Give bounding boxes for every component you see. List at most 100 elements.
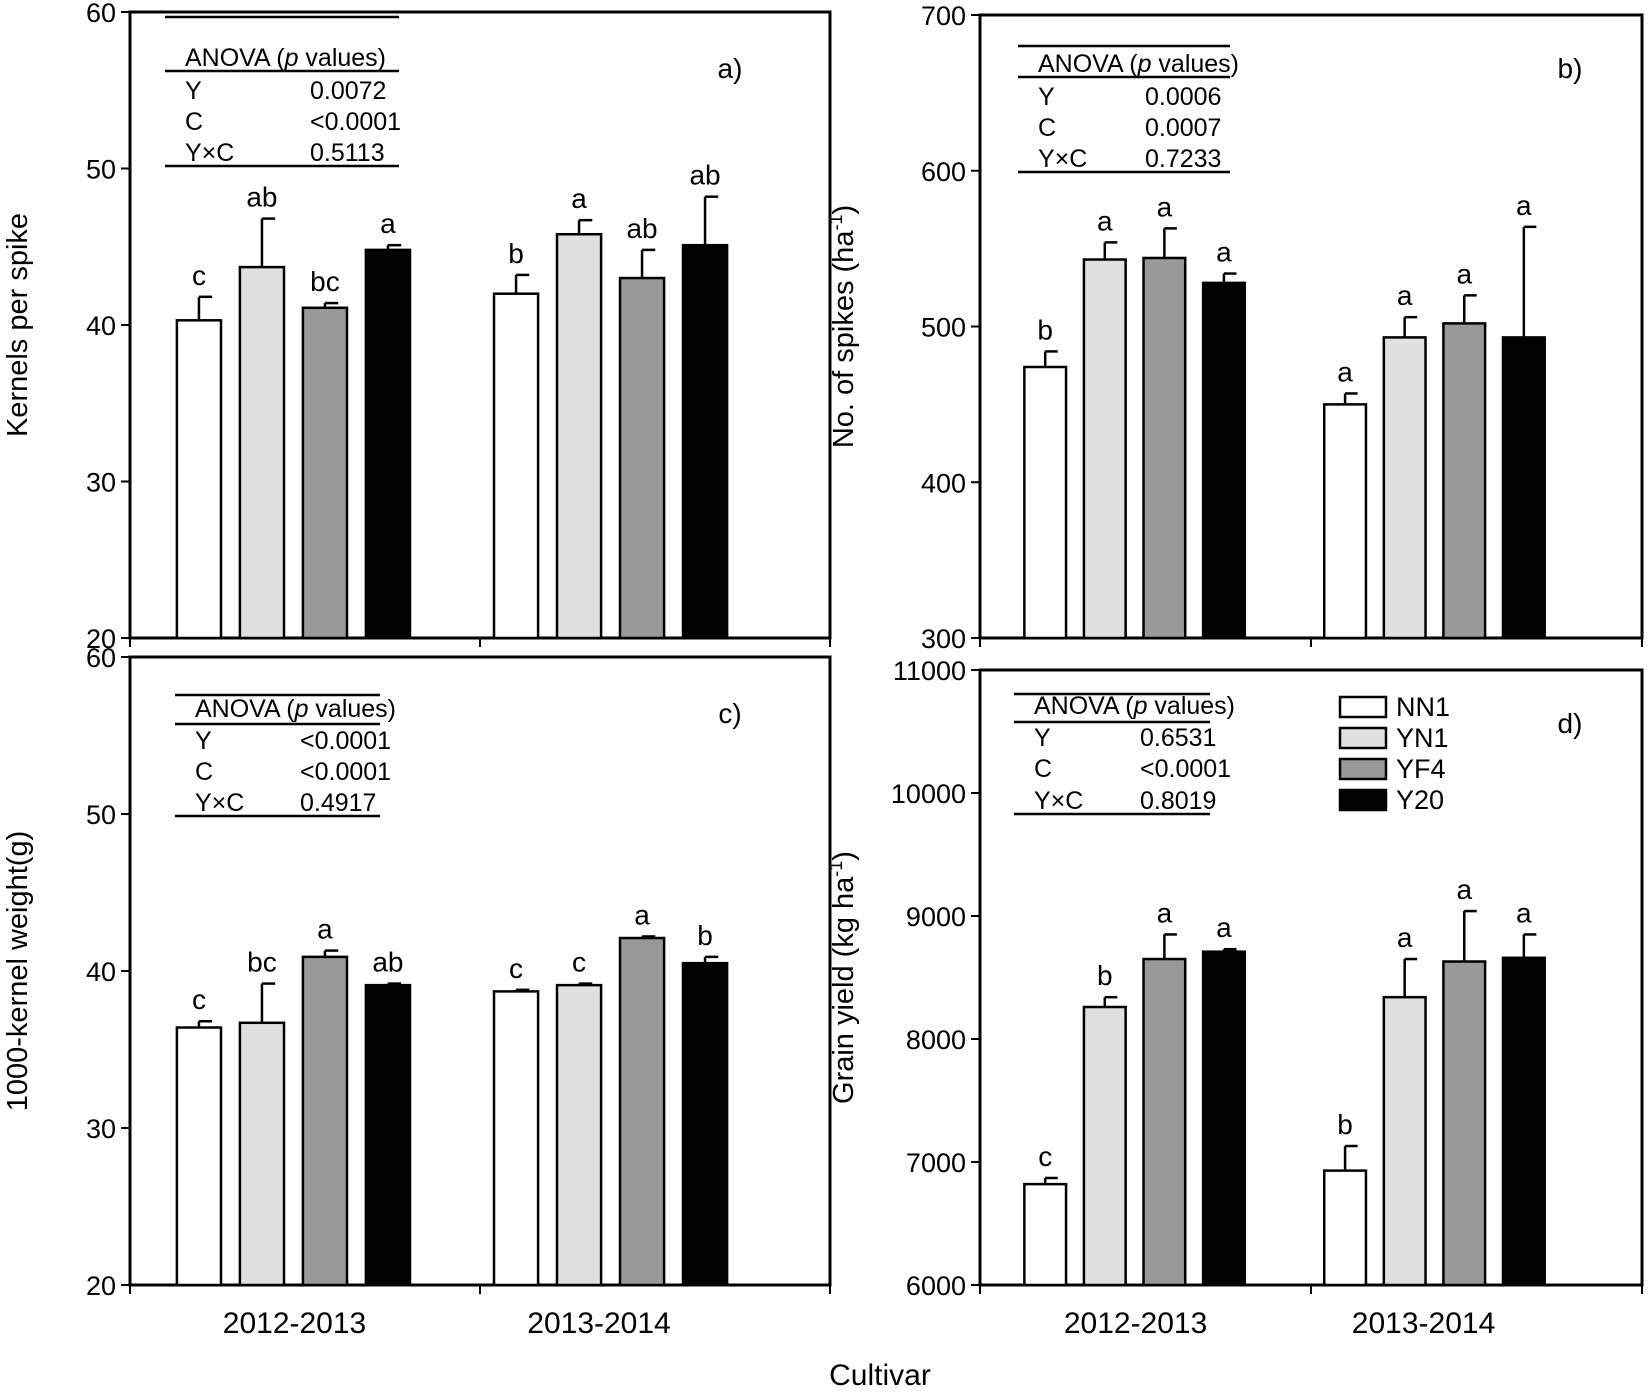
anova-table: ANOVA (p values) Y 0.6531 C <0.0001 Y×C 0.8019 (1014, 692, 1235, 816)
significance-letter: a (1456, 258, 1472, 289)
panel-a: 20 30 40 50 60 Kernels per spike a) c b ab a bc ab a a… (2, 0, 832, 654)
y-tick-label: 6000 (906, 1271, 966, 1301)
anova-p-value: 0.0006 (1145, 83, 1221, 111)
panel-c: 20 30 40 50 60 1000-kernel weight(g) 2012-2013… (2, 643, 832, 1340)
anova-term: Y×C (185, 139, 234, 167)
bar-yn1 (238, 265, 286, 640)
panel-label: a) (718, 53, 743, 84)
bar-yf4 (301, 306, 349, 640)
significance-letter: c (1038, 1141, 1052, 1172)
y-tick-label: 10000 (891, 779, 966, 809)
bar-yn1 (1382, 995, 1427, 1287)
category-label: 2013-2014 (527, 1307, 670, 1340)
bar-y20 (1501, 956, 1546, 1287)
significance-letter: a (634, 899, 650, 930)
legend-swatch-yn1 (1338, 726, 1388, 750)
panel-d: 6000 7000 8000 9000 10000 11000 Grain yield (k… (826, 656, 1644, 1340)
legend-label: Y20 (1396, 785, 1444, 815)
significance-letter: ab (372, 947, 403, 978)
y-tick-label: 20 (86, 1271, 116, 1301)
bar-yf4 (618, 276, 666, 640)
y-tick-label: 20 (86, 624, 116, 654)
y-tick-label: 11000 (893, 656, 966, 686)
bar-y20 (364, 983, 412, 1287)
anova-p-value: 0.0072 (310, 77, 386, 105)
significance-letter: c (192, 260, 206, 291)
bar-yn1 (238, 1021, 286, 1287)
anova-table: ANOVA (p values) Y <0.0001 C <0.0001 Y×C 0.491… (175, 693, 396, 818)
panel-label: d) (1558, 708, 1583, 739)
bar-y20 (681, 243, 729, 640)
anova-title: ANOVA (p values) (1034, 692, 1235, 720)
significance-letter: b (1337, 1109, 1353, 1140)
bar-yn1 (1082, 258, 1127, 640)
anova-table: ANOVA (p values) Y 0.0072 C <0.0001 Y×C 0.5113 (165, 15, 401, 168)
significance-letter: a (1397, 922, 1413, 953)
y-tick-label: 60 (86, 643, 116, 673)
legend-label: NN1 (1396, 692, 1450, 722)
panel-label: c) (718, 698, 741, 729)
significance-letter: a (571, 183, 587, 214)
y-tick-label: 7000 (906, 1148, 966, 1178)
significance-letter: a (380, 208, 396, 239)
anova-p-value: 0.6531 (1140, 724, 1216, 752)
significance-letter: a (1216, 912, 1232, 943)
significance-letter: a (1456, 874, 1472, 905)
y-axis-title: Kernels per spike (2, 213, 34, 437)
significance-letter: a (1097, 205, 1113, 236)
bar-yf4 (618, 936, 666, 1287)
anova-term: Y×C (1038, 145, 1087, 173)
significance-letter: a (317, 914, 333, 945)
y-tick-label: 300 (921, 624, 966, 654)
significance-letter: b (508, 238, 524, 269)
significance-letter: ab (689, 160, 720, 191)
y-tick-label: 50 (86, 155, 116, 185)
significance-letter: bc (247, 947, 277, 978)
significance-letter: b (1097, 960, 1113, 991)
bar-nn1 (175, 319, 223, 640)
bar-y20 (364, 248, 412, 640)
anova-title: ANOVA (p values) (185, 44, 386, 72)
y-tick-label: 8000 (906, 1025, 966, 1055)
bar-y20 (1501, 336, 1546, 640)
bar-yn1 (555, 232, 603, 640)
anova-p-value: 0.0007 (1145, 114, 1221, 142)
significance-letter: c (572, 947, 586, 978)
y-tick-label: 400 (921, 468, 966, 498)
y-tick-label: 30 (86, 468, 116, 498)
bar-nn1 (1023, 365, 1068, 640)
significance-letter: ab (246, 182, 277, 213)
bar-nn1 (492, 990, 540, 1287)
anova-p-value: 0.8019 (1140, 787, 1216, 815)
panel-b: 300 400 500 600 700 No. of spikes (ha-1) b) b a a… (826, 1, 1644, 654)
bar-yn1 (1382, 336, 1427, 640)
bar-yf4 (1442, 322, 1487, 640)
significance-letter: a (1516, 897, 1532, 928)
significance-letter: b (697, 920, 713, 951)
anova-term: Y (185, 77, 202, 105)
significance-letter: a (1397, 280, 1413, 311)
panel-label: b) (1558, 53, 1583, 84)
y-tick-label: 500 (921, 313, 966, 343)
bar-yf4 (1142, 957, 1187, 1287)
legend-swatch-nn1 (1338, 695, 1388, 719)
category-label: 2013-2014 (1352, 1307, 1495, 1340)
significance-letter: a (1157, 897, 1173, 928)
bar-nn1 (1023, 1182, 1068, 1287)
bar-yf4 (301, 955, 349, 1287)
anova-p-value: <0.0001 (1140, 755, 1231, 783)
anova-p-value: 0.7233 (1145, 145, 1221, 173)
legend-label: YN1 (1396, 723, 1449, 753)
bar-yf4 (1142, 256, 1187, 640)
anova-title: ANOVA (p values) (1038, 50, 1239, 78)
anova-term: C (1034, 755, 1052, 783)
significance-letter: ab (626, 213, 657, 244)
significance-letter: c (509, 953, 523, 984)
bar-yn1 (555, 983, 603, 1287)
anova-p-value: <0.0001 (300, 727, 391, 755)
y-tick-label: 40 (86, 311, 116, 341)
y-tick-label: 40 (86, 957, 116, 987)
legend-swatch-yf4 (1338, 757, 1388, 781)
